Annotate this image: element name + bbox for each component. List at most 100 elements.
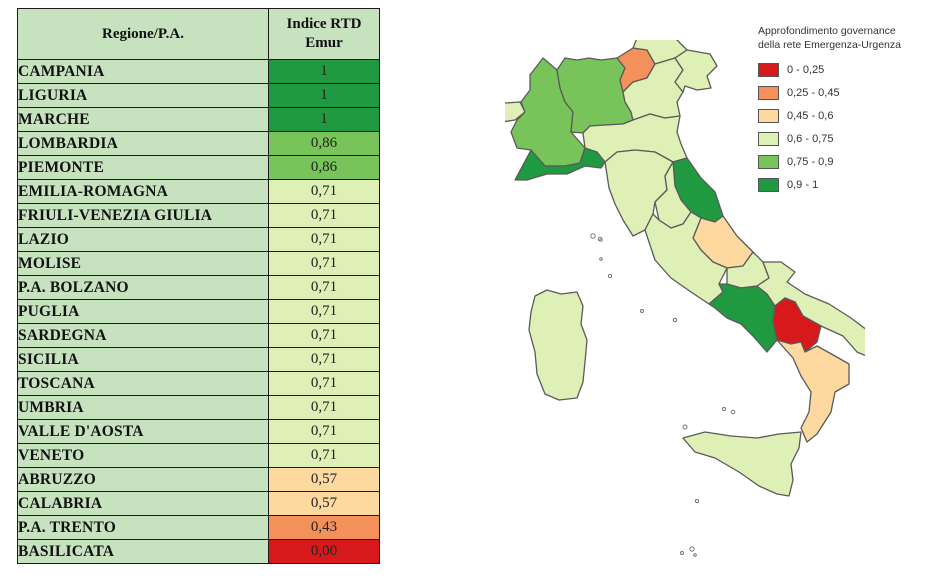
index-value-cell: 0,71 xyxy=(268,347,380,372)
table-row: VENETO 0,71 xyxy=(17,443,380,468)
region-basilicata xyxy=(772,297,822,353)
region-name-cell: ABRUZZO xyxy=(17,467,269,492)
legend-item: 0 - 0,25 xyxy=(758,58,933,81)
region-name-cell: PUGLIA xyxy=(17,299,269,324)
table-row: ABRUZZO 0,57 xyxy=(17,467,380,492)
header-index-line2: Emur xyxy=(305,35,343,51)
region-name-cell: SARDEGNA xyxy=(17,323,269,348)
legend-swatch xyxy=(758,62,779,77)
index-value-cell: 0,71 xyxy=(268,419,380,444)
legend-items: 0 - 0,25 0,25 - 0,45 0,45 - 0,6 0,6 - 0,75 0… xyxy=(758,58,933,196)
legend-label: 0,6 - 0,75 xyxy=(787,132,834,145)
region-name-cell: FRIULI-VENEZIA GIULIA xyxy=(17,203,269,228)
table-row: LIGURIA 1 xyxy=(17,83,380,108)
table-row: MARCHE 1 xyxy=(17,107,380,132)
region-name-cell: UMBRIA xyxy=(17,395,269,420)
table-row: FRIULI-VENEZIA GIULIA 0,71 xyxy=(17,203,380,228)
legend-label: 0,45 - 0,6 xyxy=(787,109,834,122)
legend-item: 0,45 - 0,6 xyxy=(758,104,933,127)
legend-swatch xyxy=(758,177,779,192)
region-name-cell: VENETO xyxy=(17,443,269,468)
region-sicilia xyxy=(682,431,802,497)
rtd-index-table: Regione/P.A. Indice RTD Emur CAMPANIA 1 LI… xyxy=(17,8,380,564)
index-value-cell: 0,71 xyxy=(268,395,380,420)
index-value-cell: 0,71 xyxy=(268,251,380,276)
table-row: P.A. TRENTO 0,43 xyxy=(17,515,380,540)
table-row: LAZIO 0,71 xyxy=(17,227,380,252)
index-value-cell: 1 xyxy=(268,59,380,84)
legend-title-line1: Approfondimento governance xyxy=(758,25,896,37)
table-row: VALLE D'AOSTA 0,71 xyxy=(17,419,380,444)
index-value-cell: 0,71 xyxy=(268,371,380,396)
header-index-line1: Indice RTD xyxy=(286,16,362,32)
region-name-cell: CAMPANIA xyxy=(17,59,269,84)
legend-item: 0,25 - 0,45 xyxy=(758,81,933,104)
regions-layer xyxy=(505,40,865,497)
legend-item: 0,75 - 0,9 xyxy=(758,150,933,173)
region-name-cell: BASILICATA xyxy=(17,539,269,564)
table-row: EMILIA-ROMAGNA 0,71 xyxy=(17,179,380,204)
region-name-cell: LAZIO xyxy=(17,227,269,252)
table-row: CALABRIA 0,57 xyxy=(17,491,380,516)
region-name-cell: P.A. BOLZANO xyxy=(17,275,269,300)
legend-label: 0,25 - 0,45 xyxy=(787,86,840,99)
table-row: UMBRIA 0,71 xyxy=(17,395,380,420)
region-friuli-venezia-giulia xyxy=(674,49,718,93)
legend-swatch xyxy=(758,85,779,100)
index-value-cell: 0,57 xyxy=(268,491,380,516)
header-region: Regione/P.A. xyxy=(17,8,269,60)
legend-item: 0,6 - 0,75 xyxy=(758,127,933,150)
table-row: BASILICATA 0,00 xyxy=(17,539,380,564)
index-value-cell: 0,71 xyxy=(268,203,380,228)
legend-title: Approfondimento governance della rete Em… xyxy=(758,24,933,52)
index-value-cell: 0,71 xyxy=(268,179,380,204)
legend-swatch xyxy=(758,154,779,169)
region-name-cell: CALABRIA xyxy=(17,491,269,516)
italy-regions-map xyxy=(505,40,865,557)
table-row: LOMBARDIA 0,86 xyxy=(17,131,380,156)
legend-swatch xyxy=(758,131,779,146)
region-name-cell: MARCHE xyxy=(17,107,269,132)
table-row: PIEMONTE 0,86 xyxy=(17,155,380,180)
table-body: CAMPANIA 1 LIGURIA 1 MARCHE 1 LOMBARDIA 0,86 PIE… xyxy=(17,59,380,564)
legend-label: 0,9 - 1 xyxy=(787,178,819,191)
legend-title-line2: della rete Emergenza-Urgenza xyxy=(758,39,901,51)
index-value-cell: 0,86 xyxy=(268,155,380,180)
region-name-cell: MOLISE xyxy=(17,251,269,276)
legend-item: 0,9 - 1 xyxy=(758,173,933,196)
region-name-cell: PIEMONTE xyxy=(17,155,269,180)
region-name-cell: EMILIA-ROMAGNA xyxy=(17,179,269,204)
region-name-cell: LOMBARDIA xyxy=(17,131,269,156)
legend-label: 0 - 0,25 xyxy=(787,63,825,76)
index-value-cell: 1 xyxy=(268,107,380,132)
map-legend: Approfondimento governance della rete Em… xyxy=(758,24,933,196)
index-value-cell: 0,71 xyxy=(268,443,380,468)
region-lazio xyxy=(644,211,728,305)
index-value-cell: 0,71 xyxy=(268,299,380,324)
table-row: CAMPANIA 1 xyxy=(17,59,380,84)
region-name-cell: VALLE D'AOSTA xyxy=(17,419,269,444)
region-name-cell: P.A. TRENTO xyxy=(17,515,269,540)
region-sardegna xyxy=(528,289,588,401)
region-calabria xyxy=(776,339,850,443)
region-campania xyxy=(708,283,778,353)
index-value-cell: 0,71 xyxy=(268,227,380,252)
header-index: Indice RTD Emur xyxy=(268,8,380,60)
index-value-cell: 0,43 xyxy=(268,515,380,540)
legend-swatch xyxy=(758,108,779,123)
region-name-cell: LIGURIA xyxy=(17,83,269,108)
table-row: TOSCANA 0,71 xyxy=(17,371,380,396)
index-value-cell: 1 xyxy=(268,83,380,108)
table-row: MOLISE 0,71 xyxy=(17,251,380,276)
legend-label: 0,75 - 0,9 xyxy=(787,155,834,168)
index-value-cell: 0,71 xyxy=(268,275,380,300)
index-value-cell: 0,57 xyxy=(268,467,380,492)
table-row: PUGLIA 0,71 xyxy=(17,299,380,324)
index-value-cell: 0,00 xyxy=(268,539,380,564)
index-value-cell: 0,71 xyxy=(268,323,380,348)
table-row: SARDEGNA 0,71 xyxy=(17,323,380,348)
index-value-cell: 0,86 xyxy=(268,131,380,156)
table-row: SICILIA 0,71 xyxy=(17,347,380,372)
table-row: P.A. BOLZANO 0,71 xyxy=(17,275,380,300)
region-name-cell: SICILIA xyxy=(17,347,269,372)
